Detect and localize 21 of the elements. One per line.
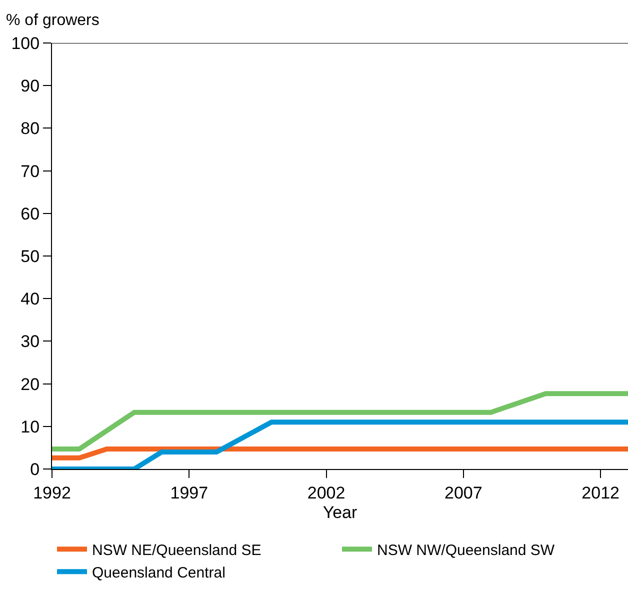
y-tick-label: 20: [20, 374, 40, 394]
y-tick-label: 30: [20, 332, 40, 352]
y-tick-label: 60: [20, 204, 40, 224]
x-tick-label: 2007: [444, 483, 482, 502]
y-tick-label: 70: [20, 162, 40, 181]
y-tick-label: 100: [11, 34, 40, 53]
y-tick-label: 80: [20, 119, 40, 138]
y-tick-label: 40: [20, 290, 40, 309]
x-axis-title: Year: [322, 502, 358, 522]
x-tick-label: 2012: [582, 483, 620, 502]
legend-label: NSW NW/Queensland SW: [377, 542, 556, 559]
y-tick-label: 0: [30, 460, 40, 479]
y-tick-label: 90: [20, 76, 40, 96]
legend-label: NSW NE/Queensland SE: [92, 542, 262, 559]
x-tick-label: 2002: [307, 483, 346, 502]
x-tick-label: 1997: [170, 483, 208, 502]
legend-label: Queensland Central: [92, 564, 226, 582]
y-tick-label: 10: [20, 417, 40, 436]
x-tick-label: 1992: [33, 483, 71, 502]
y-axis-title: % of growers: [6, 12, 100, 29]
y-tick-label: 50: [20, 246, 40, 266]
